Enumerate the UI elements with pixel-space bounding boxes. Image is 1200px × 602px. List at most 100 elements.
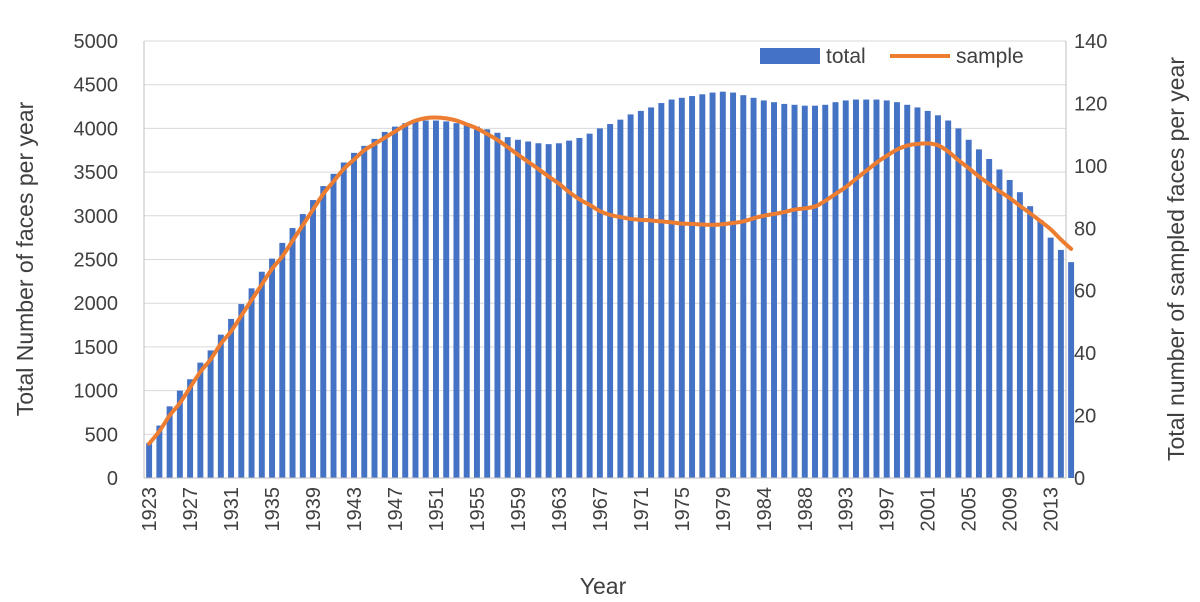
- bar-total: [228, 318, 235, 478]
- bar-total: [853, 99, 859, 479]
- bar-total: [422, 120, 429, 478]
- bar-total: [504, 137, 511, 478]
- x-axis-tick-label: 1963: [549, 487, 571, 532]
- bar-total: [1047, 237, 1054, 478]
- right-axis-tick-label: 80: [1074, 218, 1096, 240]
- line-series-sample: [147, 115, 1074, 446]
- right-axis-tick-label: 60: [1074, 281, 1096, 303]
- bar-total: [1027, 206, 1034, 478]
- bar-total: [914, 107, 921, 478]
- bar-total: [545, 144, 552, 478]
- left-axis-title: Total Number of faces per year: [12, 101, 38, 416]
- bar-total: [381, 131, 388, 478]
- x-axis-tick-label: 1947: [385, 487, 407, 532]
- bar-total: [740, 95, 747, 479]
- legend-swatch-total: [760, 48, 820, 64]
- bar-total: [289, 228, 296, 478]
- bar-total: [617, 119, 624, 478]
- bar-total: [187, 379, 194, 478]
- x-axis-tick-label: 1951: [426, 487, 448, 532]
- bar-total: [986, 158, 993, 479]
- left-axis-tick-label: 1500: [74, 337, 119, 359]
- left-axis-tick-labels: 0 500 1000 1500 2000 2500 3000 3500 4000 4500 5000: [74, 31, 119, 490]
- x-axis-tick-label: 1975: [672, 487, 694, 532]
- bar-total: [719, 91, 726, 478]
- x-axis-tick-label: 1943: [344, 487, 366, 532]
- bar-total: [166, 406, 173, 478]
- bar-total: [473, 126, 480, 478]
- left-axis-tick-label: 0: [107, 468, 118, 490]
- x-axis-tick-label: 1993: [836, 487, 858, 532]
- gridlines: [144, 40, 1066, 435]
- x-axis-tick-label: 1931: [221, 487, 243, 532]
- bar-total: [945, 120, 952, 478]
- bar-total: [781, 103, 788, 478]
- bar-total: [934, 115, 941, 478]
- x-axis-tick-label: 1935: [262, 487, 284, 532]
- bar-total: [248, 288, 255, 478]
- left-axis-tick-label: 1000: [74, 381, 119, 403]
- x-axis-tick-label: 1955: [467, 487, 489, 532]
- x-axis-tick-label: 2013: [1041, 487, 1063, 532]
- x-axis-tick-label: 1988: [795, 487, 817, 532]
- bar-total: [238, 304, 245, 478]
- bar-total: [1037, 220, 1044, 479]
- bar-total: [689, 96, 696, 478]
- x-axis-tick-labels: 1923 1927 1931 1935 1939 1943 1947 1951 1955 1959…: [139, 487, 1063, 532]
- x-axis-tick-label: 2005: [959, 487, 981, 532]
- left-axis-tick-label: 3500: [74, 162, 119, 184]
- bar-total: [586, 133, 593, 479]
- bar-total: [484, 129, 491, 479]
- x-axis-tick-label: 1959: [508, 487, 530, 532]
- bar-total: [402, 123, 409, 478]
- bar-total: [463, 124, 470, 478]
- right-axis-tick-labels: 0 20 40 60 80 100 120 140: [1074, 31, 1107, 490]
- legend: total sample: [760, 45, 1024, 68]
- bar-total: [269, 258, 276, 478]
- bar-series-total: [146, 91, 1075, 479]
- bar-total: [699, 94, 706, 479]
- bar-total: [566, 140, 573, 479]
- bar-total: [412, 121, 419, 479]
- bar-total: [392, 126, 398, 478]
- bar-total: [750, 97, 757, 478]
- x-axis-tick-label: 1923: [139, 487, 161, 532]
- bar-total: [340, 162, 347, 478]
- bar-total: [648, 107, 655, 478]
- right-axis-tick-label: 100: [1074, 156, 1107, 178]
- bar-total: [730, 92, 737, 478]
- bar-total: [320, 186, 327, 479]
- right-axis-tick-label: 140: [1074, 31, 1107, 53]
- bar-total: [822, 104, 829, 478]
- bar-total: [791, 104, 798, 478]
- bar-total: [555, 143, 562, 478]
- bar-total: [494, 132, 501, 478]
- bar-total: [207, 350, 214, 478]
- bar-total: [514, 139, 521, 478]
- bar-total: [197, 362, 204, 478]
- right-axis-tick-label: 120: [1074, 93, 1107, 115]
- bar-total: [658, 103, 665, 478]
- line-sample: [147, 115, 1074, 446]
- bar-total: [924, 110, 931, 479]
- x-axis-tick-label: 1984: [754, 487, 776, 532]
- bar-total: [812, 105, 818, 479]
- bar-total: [832, 102, 839, 479]
- bar-total: [299, 214, 306, 478]
- bar-total: [156, 425, 163, 478]
- bar-total: [351, 152, 357, 478]
- bar-total: [1006, 179, 1013, 478]
- bar-total: [1016, 192, 1023, 478]
- left-axis-tick-label: 2500: [74, 250, 119, 272]
- bar-total: [176, 390, 183, 478]
- bar-total: [709, 92, 716, 478]
- bar-total: [668, 99, 675, 479]
- bar-total: [975, 149, 982, 478]
- bar-total: [146, 443, 153, 478]
- bar-total: [996, 169, 1003, 478]
- bar-total: [637, 110, 644, 479]
- bar-total: [1057, 249, 1064, 478]
- bar-total: [955, 128, 962, 478]
- bar-total: [525, 141, 532, 478]
